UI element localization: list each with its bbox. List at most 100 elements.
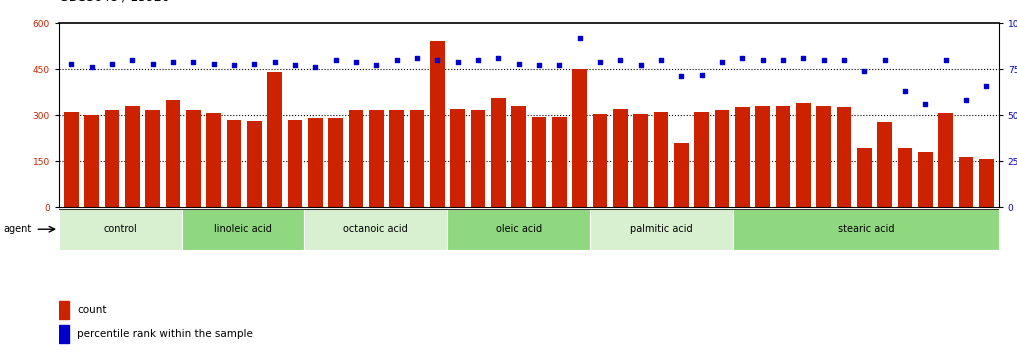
Bar	[979, 159, 994, 207]
Bar	[512, 106, 526, 207]
Bar	[552, 116, 566, 207]
Point	[572, 35, 588, 41]
Bar	[410, 110, 424, 207]
Point	[917, 101, 934, 107]
Bar	[674, 143, 689, 207]
Point	[104, 61, 120, 66]
Bar	[654, 112, 668, 207]
Bar	[939, 113, 953, 207]
Point	[856, 68, 873, 74]
Point	[165, 59, 181, 64]
Bar	[857, 148, 872, 207]
Bar	[186, 110, 200, 207]
Point	[429, 57, 445, 63]
Point	[978, 83, 995, 88]
Bar	[532, 116, 546, 207]
Point	[266, 59, 283, 64]
Bar	[451, 109, 465, 207]
Bar	[166, 100, 180, 207]
Bar	[447, 209, 590, 250]
Point	[694, 72, 710, 78]
Bar	[369, 110, 383, 207]
Point	[124, 57, 140, 63]
Point	[327, 57, 344, 63]
Point	[734, 55, 751, 61]
Bar	[288, 120, 302, 207]
Bar	[125, 106, 139, 207]
Point	[470, 57, 486, 63]
Text: GDS3648 / 13920: GDS3648 / 13920	[59, 0, 170, 4]
Bar	[471, 110, 485, 207]
Point	[83, 64, 100, 70]
Point	[409, 55, 425, 61]
Text: palmitic acid: palmitic acid	[631, 224, 693, 234]
Point	[551, 63, 567, 68]
Bar	[182, 209, 304, 250]
Bar	[695, 112, 709, 207]
Bar	[491, 98, 505, 207]
Point	[938, 57, 954, 63]
Bar	[206, 113, 221, 207]
Point	[531, 63, 547, 68]
Bar	[837, 107, 851, 207]
Text: oleic acid: oleic acid	[495, 224, 542, 234]
Point	[63, 61, 79, 66]
Point	[287, 63, 303, 68]
Bar	[796, 103, 811, 207]
Bar	[573, 69, 587, 207]
Bar	[349, 110, 363, 207]
Point	[755, 57, 771, 63]
Point	[348, 59, 364, 64]
Point	[592, 59, 608, 64]
Bar	[898, 148, 912, 207]
Point	[144, 61, 161, 66]
Point	[714, 59, 730, 64]
Text: count: count	[77, 305, 107, 315]
Bar	[878, 122, 892, 207]
Bar	[430, 41, 444, 207]
Bar	[735, 107, 750, 207]
Text: percentile rank within the sample: percentile rank within the sample	[77, 329, 253, 339]
Bar	[84, 115, 99, 207]
Bar	[328, 118, 343, 207]
Bar	[59, 325, 69, 343]
Point	[958, 97, 974, 103]
Point	[511, 61, 527, 66]
Bar	[733, 209, 999, 250]
Point	[836, 57, 852, 63]
Point	[816, 57, 832, 63]
Text: octanoic acid: octanoic acid	[344, 224, 408, 234]
Point	[490, 55, 506, 61]
Bar	[105, 110, 119, 207]
Bar	[64, 112, 78, 207]
Bar	[390, 110, 404, 207]
Bar	[308, 118, 322, 207]
Point	[226, 63, 242, 68]
Bar	[145, 110, 160, 207]
Point	[612, 57, 629, 63]
Point	[877, 57, 893, 63]
Point	[246, 61, 262, 66]
Bar	[756, 106, 770, 207]
Bar	[227, 120, 241, 207]
Point	[450, 59, 466, 64]
Point	[795, 55, 812, 61]
Bar	[247, 121, 261, 207]
Bar	[304, 209, 447, 250]
Bar	[59, 209, 182, 250]
Point	[368, 63, 384, 68]
Text: agent: agent	[3, 224, 32, 234]
Text: control: control	[104, 224, 137, 234]
Point	[633, 63, 649, 68]
Point	[185, 59, 201, 64]
Point	[897, 88, 913, 94]
Point	[775, 57, 791, 63]
Bar	[634, 114, 648, 207]
Bar	[715, 110, 729, 207]
Bar	[590, 209, 733, 250]
Point	[388, 57, 405, 63]
Text: stearic acid: stearic acid	[838, 224, 894, 234]
Point	[653, 57, 669, 63]
Point	[673, 74, 690, 79]
Point	[205, 61, 222, 66]
